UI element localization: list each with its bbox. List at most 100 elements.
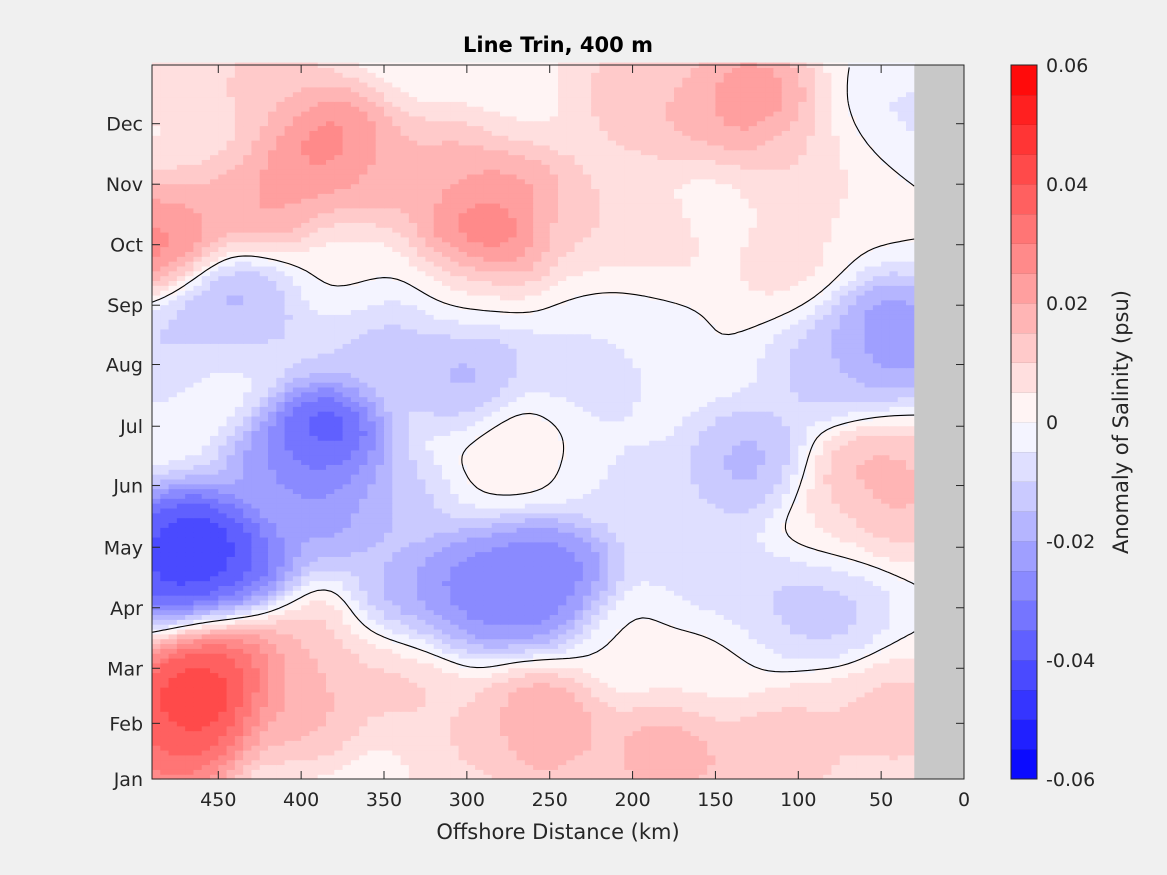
heatmap-cell — [268, 672, 277, 678]
heatmap-cell — [765, 740, 775, 746]
heatmap-cell — [334, 672, 344, 678]
heatmap-cell — [367, 566, 377, 572]
heatmap-cell — [657, 517, 667, 524]
heatmap-cell — [831, 609, 841, 616]
heatmap-cell — [301, 716, 311, 722]
heatmap-cell — [541, 701, 551, 707]
heatmap-cell — [798, 590, 808, 596]
heatmap-cell — [756, 745, 766, 751]
heatmap-cell — [632, 774, 642, 780]
heatmap-cell — [259, 541, 269, 548]
heatmap-cell — [649, 566, 659, 572]
heatmap-cell — [839, 585, 849, 591]
heatmap-cell — [375, 619, 385, 625]
heatmap-cell — [748, 657, 758, 664]
heatmap-cell — [152, 657, 161, 664]
heatmap-cell — [541, 677, 551, 683]
heatmap-cell — [176, 575, 186, 582]
heatmap-cell — [831, 551, 841, 557]
heatmap-cell — [201, 648, 211, 654]
heatmap-cell — [715, 740, 725, 746]
heatmap-cell — [649, 638, 659, 645]
heatmap-cell — [881, 657, 891, 664]
heatmap-cell — [657, 604, 667, 611]
heatmap-cell — [549, 677, 559, 683]
heatmap-cell — [491, 628, 501, 635]
heatmap-cell — [574, 720, 584, 727]
heatmap-cell — [408, 551, 418, 557]
heatmap-cell — [408, 614, 418, 620]
heatmap-cell — [326, 614, 335, 620]
heatmap-cell — [251, 730, 261, 737]
heatmap-cell — [558, 769, 567, 775]
heatmap-cell — [160, 696, 170, 703]
heatmap-cell — [508, 672, 518, 678]
heatmap-cell — [541, 754, 551, 761]
heatmap-cell — [367, 740, 377, 746]
heatmap-cell — [640, 536, 650, 543]
heatmap-cell — [408, 590, 418, 596]
heatmap-cell — [665, 628, 675, 635]
heatmap-cell — [607, 701, 617, 707]
heatmap-cell — [723, 759, 733, 766]
heatmap-cell — [582, 759, 592, 766]
heatmap-cell — [342, 754, 352, 761]
heatmap-cell — [317, 541, 327, 548]
heatmap-cell — [674, 711, 683, 717]
heatmap-cell — [417, 648, 427, 654]
heatmap-cell — [483, 556, 493, 562]
heatmap-cell — [723, 575, 733, 582]
heatmap-cell — [665, 691, 675, 698]
heatmap-cell — [384, 532, 393, 538]
heatmap-cell — [251, 769, 261, 775]
heatmap-cell — [210, 580, 219, 586]
heatmap-cell — [665, 527, 675, 533]
heatmap-cell — [773, 575, 783, 582]
heatmap-cell — [176, 628, 186, 635]
heatmap-cell — [798, 566, 808, 572]
heatmap-cell — [168, 643, 178, 649]
heatmap-cell — [541, 667, 551, 674]
heatmap-cell — [657, 657, 667, 664]
heatmap-cell — [524, 682, 534, 688]
heatmap-cell — [682, 624, 692, 630]
heatmap-cell — [856, 706, 866, 712]
heatmap-cell — [326, 696, 335, 703]
heatmap-cell — [342, 604, 352, 611]
heatmap-cell — [756, 541, 766, 548]
heatmap-cell — [715, 585, 725, 591]
heatmap-cell — [483, 614, 493, 620]
heatmap-cell — [284, 561, 294, 567]
heatmap-cell — [301, 628, 311, 635]
heatmap-cell — [748, 517, 758, 524]
heatmap-cell — [848, 517, 857, 524]
heatmap-cell — [814, 764, 824, 770]
heatmap-cell — [450, 691, 460, 698]
heatmap-cell — [864, 716, 874, 722]
heatmap-cell — [425, 599, 435, 606]
heatmap-cell — [317, 624, 327, 630]
heatmap-cell — [748, 687, 758, 693]
heatmap-cell — [616, 706, 625, 712]
heatmap-cell — [732, 711, 741, 717]
heatmap-cell — [458, 517, 468, 524]
heatmap-cell — [193, 740, 203, 746]
heatmap-cell — [475, 614, 485, 620]
heatmap-cell — [317, 556, 327, 562]
heatmap-cell — [906, 648, 915, 654]
heatmap-cell — [442, 595, 451, 601]
heatmap-cell — [897, 628, 907, 635]
heatmap-cell — [201, 532, 211, 538]
heatmap-cell — [350, 769, 360, 775]
heatmap-cell — [549, 769, 559, 775]
heatmap-cell — [176, 662, 186, 669]
heatmap-cell — [384, 624, 393, 630]
heatmap-cell — [152, 599, 161, 606]
heatmap-cell — [533, 706, 543, 712]
heatmap-cell — [152, 764, 161, 770]
heatmap-cell — [872, 740, 882, 746]
heatmap-cell — [466, 551, 476, 557]
heatmap-cell — [524, 691, 534, 698]
heatmap-cell — [234, 657, 244, 664]
heatmap-cell — [690, 614, 700, 620]
